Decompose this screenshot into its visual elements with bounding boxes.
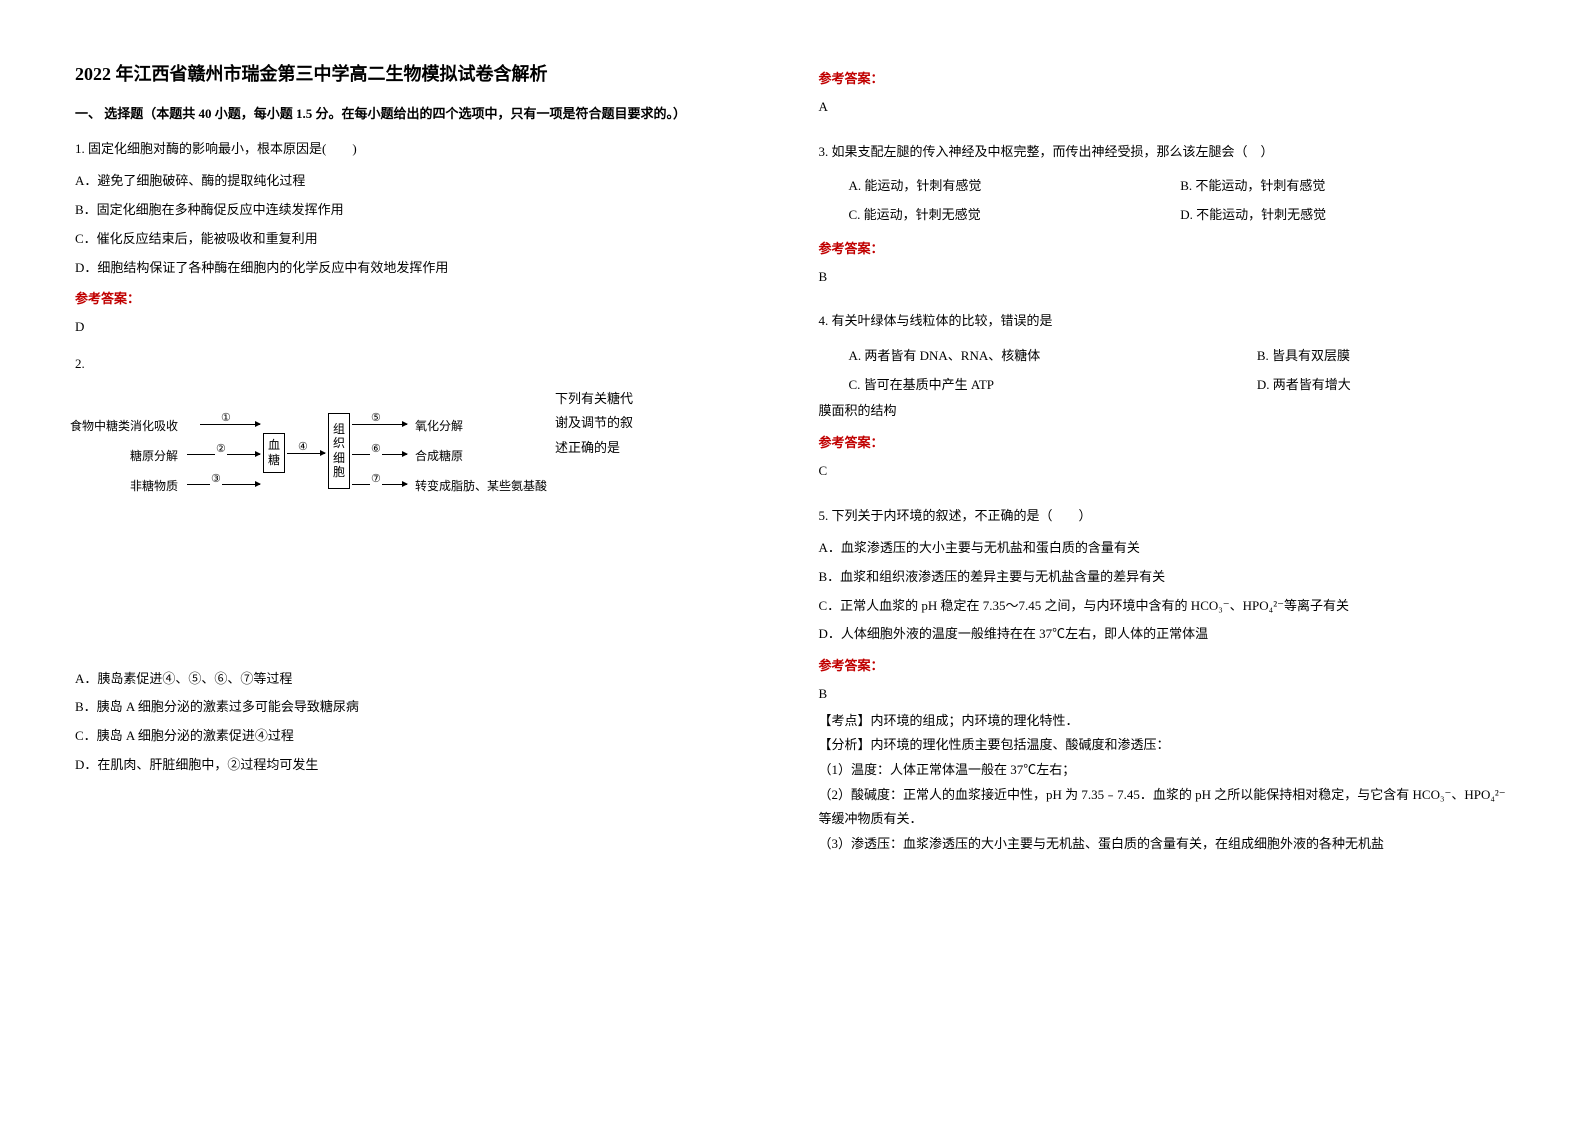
q3-opt-b: B. 不能运动，针刺有感觉 [1180,172,1512,201]
q1-opt-b: B．固定化细胞在多种酶促反应中连续发挥作用 [75,198,769,223]
analysis-line-3: （1）温度：人体正常体温一般在 37℃左右； [819,758,1513,783]
q2-diagram-wrap: 食物中糖类消化吸收 糖原分解 非糖物质 ① ② ③ 血 糖 ④ 组 织 细 胞 [75,387,769,527]
q1-opt-c: C．催化反应结束后，能被吸收和重复利用 [75,227,769,252]
diagram-node-oxidize: 氧化分解 [415,417,463,434]
arrow-4 [287,453,325,454]
q5-analysis: 【考点】内环境的组成；内环境的理化特性． 【分析】内环境的理化性质主要包括温度、… [819,709,1513,857]
arrow-label-5: ⑤ [370,411,382,424]
q1-opt-d: D．细胞结构保证了各种酶在细胞内的化学反应中有效地发挥作用 [75,256,769,281]
q1-answer: D [75,315,769,340]
q5-answer: B [819,682,1513,707]
diagram-node-nonsugar: 非糖物质 [130,477,178,494]
q2-answer: A [819,95,1513,120]
arrow-label-1: ① [220,411,232,424]
arrow-label-6: ⑥ [370,442,382,455]
box-blood-sugar: 血 糖 [263,433,285,473]
q5-opt-c: C．正常人血浆的 pH 稳定在 7.35～7.45 之间，与内环境中含有的 HC… [819,594,1513,619]
q2-options: A．胰岛素促进④、⑤、⑥、⑦等过程 B．胰岛 A 细胞分泌的激素过多可能会导致糖… [75,667,769,778]
right-column: 参考答案： A 3. 如果支配左腿的传入神经及中枢完整，而传出神经受损，那么该左… [794,60,1538,1062]
arrow-label-2: ② [215,442,227,455]
q5-stem: 5. 下列关于内环境的叙述，不正确的是（ ） [819,504,1513,529]
q2-num: 2. [75,352,769,377]
q5-answer-label: 参考答案： [819,655,1513,674]
q2-opt-c: C．胰岛 A 细胞分泌的激素促进④过程 [75,724,769,749]
q2-answer-label: 参考答案： [819,68,1513,87]
q3-opt-c: C. 能运动，针刺无感觉 [849,201,1181,230]
q4-row1: A. 两者皆有 DNA、RNA、核糖体 B. 皆具有双层膜 [849,342,1513,371]
q5-opt-b: B．血浆和组织液渗透压的差异主要与无机盐含量的差异有关 [819,565,1513,590]
q1-answer-label: 参考答案： [75,288,769,307]
q2-diagram: 食物中糖类消化吸收 糖原分解 非糖物质 ① ② ③ 血 糖 ④ 组 织 细 胞 [65,387,545,527]
left-column: 2022 年江西省赣州市瑞金第三中学高二生物模拟试卷含解析 一、 选择题（本题共… [50,60,794,1062]
q5-opt-a: A．血浆渗透压的大小主要与无机盐和蛋白质的含量有关 [819,536,1513,561]
section-header: 一、 选择题（本题共 40 小题，每小题 1.5 分。在每小题给出的四个选项中，… [75,104,769,125]
arrow-5 [352,424,407,425]
q2-opt-b: B．胰岛 A 细胞分泌的激素过多可能会导致糖尿病 [75,695,769,720]
analysis-line-2: 【分析】内环境的理化性质主要包括温度、酸碱度和渗透压： [819,733,1513,758]
analysis-line-5: （3）渗透压：血浆渗透压的大小主要与无机盐、蛋白质的含量有关，在组成细胞外液的各… [819,832,1513,857]
q2-opt-d: D．在肌肉、肝脏细胞中，②过程均可发生 [75,753,769,778]
q4-stem: 4. 有关叶绿体与线粒体的比较，错误的是 [819,309,1513,334]
q3-opt-d: D. 不能运动，针刺无感觉 [1180,201,1512,230]
q1-stem: 1. 固定化细胞对酶的影响最小，根本原因是( ) [75,137,769,162]
q4-opt-c: C. 皆可在基质中产生 ATP [849,371,1257,400]
diagram-node-glycogen: 糖原分解 [130,447,178,464]
q4-answer: C [819,459,1513,484]
q2-stem-text: 下列有关糖代谢及调节的叙述正确的是 [555,387,645,461]
q4-opt-d: D. 两者皆有增大 [1257,371,1512,400]
q4-row2: C. 皆可在基质中产生 ATP D. 两者皆有增大 [849,371,1513,400]
arrow-label-4: ④ [297,440,309,453]
arrow-label-3: ③ [210,472,222,485]
diagram-node-synth: 合成糖原 [415,447,463,464]
q5-opt-d: D．人体细胞外液的温度一般维持在在 37℃左右，即人体的正常体温 [819,622,1513,647]
diagram-node-convert: 转变成脂肪、某些氨基酸 [415,477,547,494]
q3-answer: B [819,265,1513,290]
analysis-line-4: （2）酸碱度：正常人的血浆接近中性，pH 为 7.35﹣7.45．血浆的 pH … [819,783,1513,832]
q3-opt-a: A. 能运动，针刺有感觉 [849,172,1181,201]
box-tissue-cell: 组 织 细 胞 [328,413,350,489]
q2-opt-a: A．胰岛素促进④、⑤、⑥、⑦等过程 [75,667,769,692]
arrow-1 [200,424,260,425]
q3-stem: 3. 如果支配左腿的传入神经及中枢完整，而传出神经受损，那么该左腿会（ ） [819,140,1513,165]
arrow-label-7: ⑦ [370,472,382,485]
q3-options: A. 能运动，针刺有感觉 B. 不能运动，针刺有感觉 C. 能运动，针刺无感觉 … [849,172,1513,229]
q4-answer-label: 参考答案： [819,432,1513,451]
q4-opt-a: A. 两者皆有 DNA、RNA、核糖体 [849,342,1257,371]
q3-answer-label: 参考答案： [819,238,1513,257]
arrow-3 [187,484,260,485]
exam-title: 2022 年江西省赣州市瑞金第三中学高二生物模拟试卷含解析 [75,60,769,86]
analysis-line-1: 【考点】内环境的组成；内环境的理化特性． [819,709,1513,734]
q4-opt-b: B. 皆具有双层膜 [1257,342,1512,371]
diagram-node-food: 食物中糖类消化吸收 [70,417,178,434]
q4-tail: 膜面积的结构 [819,399,1513,424]
q1-opt-a: A．避免了细胞破碎、酶的提取纯化过程 [75,169,769,194]
